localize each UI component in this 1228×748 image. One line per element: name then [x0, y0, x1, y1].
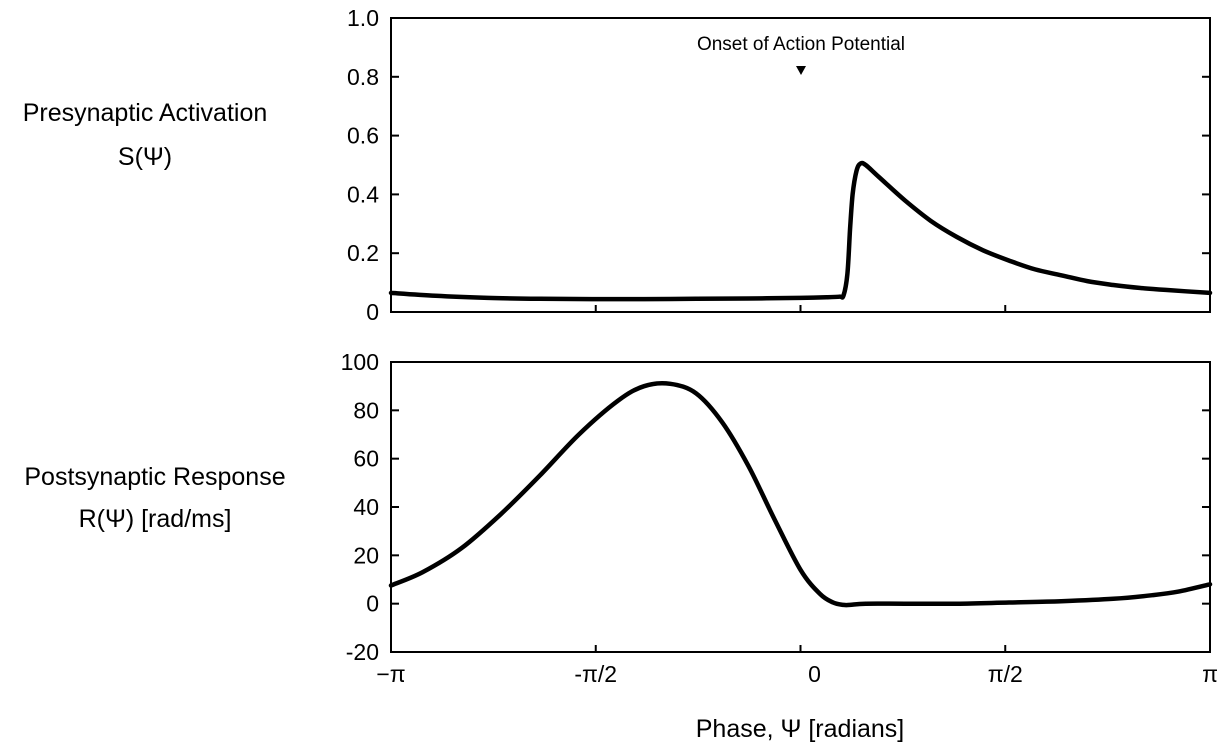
- bottom-ytick-label: 40: [353, 494, 379, 520]
- xtick-label: π: [1202, 661, 1218, 687]
- xtick-label: −π: [376, 661, 405, 687]
- top-ytick-label: 0.6: [347, 123, 379, 149]
- top-ylabel-line2: S(Ψ): [118, 143, 172, 171]
- xtick-label: -π/2: [574, 661, 617, 687]
- bottom-plot-frame: [390, 361, 1211, 653]
- bottom-ytick-label: 0: [366, 591, 379, 617]
- bottom-panel: Postsynaptic Response R(Ψ) [rad/ms] -20 0…: [24, 349, 1218, 743]
- onset-annotation-label: Onset of Action Potential: [697, 34, 905, 55]
- top-panel: Presynaptic Activation S(Ψ) Onset of Act…: [23, 5, 1213, 325]
- bottom-ylabel-line1: Postsynaptic Response: [24, 463, 285, 491]
- xtick-label: π/2: [988, 661, 1023, 687]
- onset-marker-arrow: [796, 66, 806, 75]
- bottom-ytick-label: 60: [353, 446, 379, 472]
- top-ytick-label: 0.2: [347, 240, 379, 266]
- bottom-ylabel-line2: R(Ψ) [rad/ms]: [79, 505, 232, 533]
- bottom-ytick-label: 20: [353, 542, 379, 568]
- top-series-line: [388, 160, 1213, 302]
- top-ytick-label: 0: [366, 299, 379, 325]
- x-axis-label: Phase, Ψ [radians]: [696, 715, 905, 743]
- bottom-ytick-label: 80: [353, 397, 379, 423]
- bottom-series-line: [388, 380, 1213, 608]
- bottom-ytick-label: -20: [346, 639, 379, 665]
- top-ytick-label: 0.8: [347, 64, 379, 90]
- xtick-label: 0: [808, 661, 821, 687]
- bottom-ytick-label: 100: [341, 349, 379, 375]
- top-ylabel-line1: Presynaptic Activation: [23, 99, 268, 127]
- top-ytick-label: 0.4: [347, 181, 379, 207]
- top-ytick-label: 1.0: [347, 5, 379, 31]
- top-plot-frame: [390, 17, 1211, 313]
